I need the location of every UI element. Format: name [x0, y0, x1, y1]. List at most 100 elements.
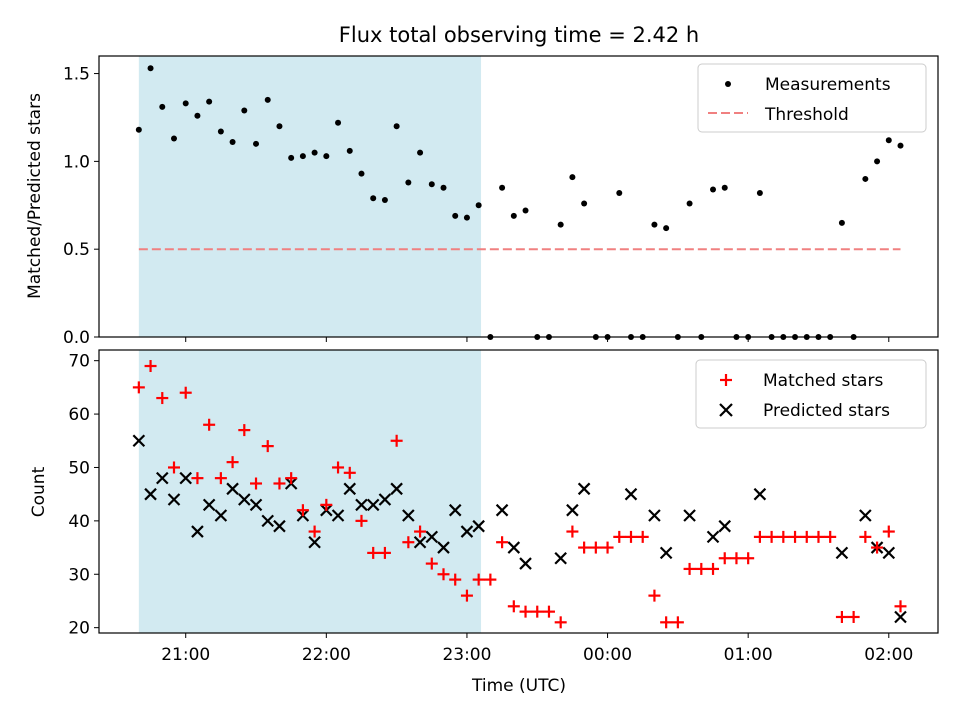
measurement-point — [405, 179, 412, 186]
matched-star-point — [742, 552, 755, 565]
x-tick-label: 22:00 — [302, 645, 351, 665]
legend-matched-marker — [720, 374, 732, 386]
top-legend-box — [697, 63, 927, 133]
legend-threshold-label: Threshold — [764, 105, 849, 125]
matched-star-point — [507, 600, 520, 613]
matched-star-point — [332, 461, 345, 474]
measurement-point — [253, 140, 260, 147]
predicted-star-point — [624, 487, 638, 501]
measurement-point — [510, 212, 517, 219]
predicted-star-point — [355, 498, 368, 512]
measurement-point — [358, 170, 365, 177]
matched-star-point — [613, 530, 626, 543]
measurement-point — [159, 103, 166, 110]
matched-star-point — [882, 525, 895, 538]
measurement-point — [499, 184, 506, 191]
predicted-star-point — [273, 519, 286, 533]
matched-star-point — [789, 530, 802, 543]
matched-star-point — [320, 498, 333, 511]
measurement-point — [616, 189, 623, 196]
bottom-legend-box — [695, 359, 927, 429]
predicted-star-point — [261, 514, 275, 528]
matched-star-point — [542, 605, 555, 618]
y-tick-label: 1.0 — [63, 152, 90, 172]
matched-star-point — [378, 546, 391, 559]
matched-star-point — [343, 466, 356, 479]
predicted-star-point — [859, 509, 872, 522]
matched-star-point — [285, 472, 298, 485]
top-axis-ticks: 0.0 0.5 1.0 1.5 — [63, 65, 890, 348]
top-panel: 0.0 0.5 1.0 1.5 Matched/Predicted stars Mea… — [25, 55, 939, 348]
matched-star-point — [519, 605, 532, 618]
bottom-plot-frame — [98, 349, 939, 634]
y-tick-label: 1.5 — [63, 65, 90, 85]
predicted-star-point — [437, 541, 450, 554]
legend-measurements-label: Measurements — [765, 75, 891, 95]
predicted-star-point — [753, 487, 767, 501]
predicted-star-point — [519, 557, 532, 570]
measurement-point — [393, 123, 400, 130]
matched-star-point — [894, 600, 907, 613]
matched-star-point — [203, 418, 216, 431]
matched-star-point — [531, 605, 544, 618]
matched-star-point — [847, 610, 860, 623]
measurement-point — [710, 186, 717, 193]
predicted-star-point — [577, 482, 591, 496]
matched-star-point — [472, 573, 485, 586]
measurement-point — [182, 100, 189, 107]
predicted-star-point — [202, 498, 216, 512]
predicted-star-point — [472, 519, 485, 533]
measurement-point — [417, 149, 424, 156]
measurement-point — [651, 221, 658, 228]
y-tick-label: 20 — [68, 619, 90, 639]
measurement-point — [463, 214, 470, 221]
top-legend: Measurements Threshold — [697, 63, 927, 133]
measurement-point — [229, 139, 236, 146]
predicted-star-point — [249, 498, 263, 512]
matched-star-point — [800, 530, 813, 543]
y-tick-label: 50 — [68, 458, 90, 478]
measurement-point — [147, 65, 154, 72]
predicted-star-point — [413, 535, 427, 549]
predicted-star-point — [894, 610, 907, 624]
bottom-legend: Matched stars Predicted stars — [695, 359, 927, 429]
predicted-star-point — [495, 503, 509, 517]
measurement-point — [686, 200, 693, 207]
predicted-star-point — [144, 487, 157, 501]
y-tick-label: 30 — [68, 565, 90, 585]
matched-star-point — [402, 536, 415, 549]
matched-star-point — [238, 424, 251, 437]
matched-star-point — [144, 360, 157, 373]
x-axis-label: Time (UTC) — [471, 676, 566, 696]
predicted-star-point — [659, 546, 673, 560]
predicted-star-point — [214, 509, 228, 522]
measurement-point — [897, 142, 904, 149]
bottom-y-axis-label: Count — [29, 466, 49, 517]
matched-star-point — [566, 525, 579, 538]
y-tick-label: 40 — [68, 512, 90, 532]
measurement-point — [721, 184, 728, 191]
matched-star-point — [496, 536, 509, 549]
measurement-point — [885, 137, 892, 144]
x-tick-label: 02:00 — [864, 645, 913, 665]
matched-star-point — [226, 456, 239, 469]
matched-star-point — [624, 530, 637, 543]
matched-star-point — [578, 541, 591, 554]
matched-star-point — [777, 530, 790, 543]
matched-star-point — [660, 616, 673, 629]
matched-star-point — [648, 589, 661, 602]
legend-matched-label: Matched stars — [763, 371, 883, 391]
y-tick-label: 0.5 — [63, 240, 90, 260]
measurement-point — [194, 112, 201, 119]
predicted-star-point — [155, 471, 169, 485]
matched-star-point — [871, 541, 884, 554]
predicted-star-point — [706, 530, 720, 544]
matched-star-point — [484, 573, 497, 586]
predicted-star-point — [566, 503, 579, 517]
matched-star-point — [859, 530, 872, 543]
measurement-point — [428, 181, 435, 188]
matched-star-point — [167, 461, 180, 474]
measurement-point — [838, 219, 845, 226]
predicted-star-point — [366, 498, 380, 512]
predicted-star-point — [448, 503, 462, 517]
